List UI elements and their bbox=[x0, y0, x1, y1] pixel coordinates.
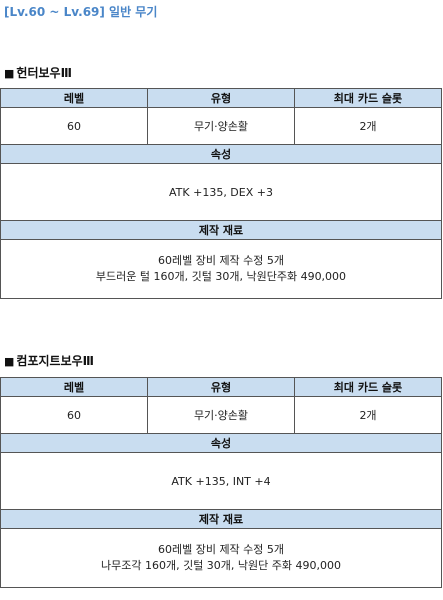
cell-attributes: ATK +135, INT +4 bbox=[0, 452, 442, 510]
table-row: 60 무기·양손활 2개 bbox=[0, 396, 442, 434]
header-level: 레벨 bbox=[0, 377, 148, 397]
cell-attributes: ATK +135, DEX +3 bbox=[0, 163, 442, 221]
item-title-hunter-bow: ■ 헌터보우Ⅲ bbox=[4, 64, 72, 81]
table-header-row: 속성 bbox=[0, 144, 442, 164]
table-row: 60 무기·양손활 2개 bbox=[0, 107, 442, 145]
table-header-row: 레벨 유형 최대 카드 슬롯 bbox=[0, 377, 442, 397]
material-line: 부드러운 털 160개, 깃털 30개, 낙원단주화 490,000 bbox=[95, 270, 347, 283]
header-materials: 제작 재료 bbox=[0, 509, 442, 529]
item-name: 컴포지트보우Ⅲ bbox=[16, 354, 94, 368]
header-slots: 최대 카드 슬롯 bbox=[294, 88, 442, 108]
item-name: 헌터보우Ⅲ bbox=[16, 66, 72, 80]
table-header-row: 제작 재료 bbox=[0, 220, 442, 240]
table-row: 60레벨 장비 제작 수정 5개 나무조각 160개, 깃털 30개, 낙원단 … bbox=[0, 528, 442, 588]
cell-materials: 60레벨 장비 제작 수정 5개 부드러운 털 160개, 깃털 30개, 낙원… bbox=[0, 239, 442, 299]
item-table-composite-bow: 레벨 유형 최대 카드 슬롯 60 무기·양손활 2개 속성 ATK +135,… bbox=[0, 377, 442, 588]
item-title-composite-bow: ■ 컴포지트보우Ⅲ bbox=[4, 352, 94, 369]
cell-level: 60 bbox=[0, 396, 148, 434]
cell-type: 무기·양손활 bbox=[147, 396, 295, 434]
table-header-row: 제작 재료 bbox=[0, 509, 442, 529]
table-row: ATK +135, INT +4 bbox=[0, 452, 442, 510]
table-row: ATK +135, DEX +3 bbox=[0, 163, 442, 221]
header-materials: 제작 재료 bbox=[0, 220, 442, 240]
cell-slots: 2개 bbox=[294, 396, 442, 434]
header-type: 유형 bbox=[147, 377, 295, 397]
table-header-row: 레벨 유형 최대 카드 슬롯 bbox=[0, 88, 442, 108]
cell-materials: 60레벨 장비 제작 수정 5개 나무조각 160개, 깃털 30개, 낙원단 … bbox=[0, 528, 442, 588]
table-header-row: 속성 bbox=[0, 433, 442, 453]
header-attributes: 속성 bbox=[0, 433, 442, 453]
square-bullet-icon: ■ bbox=[4, 67, 15, 80]
material-line: 60레벨 장비 제작 수정 5개 bbox=[157, 254, 285, 267]
header-type: 유형 bbox=[147, 88, 295, 108]
header-slots: 최대 카드 슬롯 bbox=[294, 377, 442, 397]
header-level: 레벨 bbox=[0, 88, 148, 108]
item-table-hunter-bow: 레벨 유형 최대 카드 슬롯 60 무기·양손활 2개 속성 ATK +135,… bbox=[0, 88, 442, 299]
header-attributes: 속성 bbox=[0, 144, 442, 164]
cell-level: 60 bbox=[0, 107, 148, 145]
table-row: 60레벨 장비 제작 수정 5개 부드러운 털 160개, 깃털 30개, 낙원… bbox=[0, 239, 442, 299]
cell-slots: 2개 bbox=[294, 107, 442, 145]
page-title: [Lv.60 ~ Lv.69] 일반 무기 bbox=[4, 5, 158, 19]
material-line: 60레벨 장비 제작 수정 5개 bbox=[157, 543, 285, 556]
square-bullet-icon: ■ bbox=[4, 355, 15, 368]
material-line: 나무조각 160개, 깃털 30개, 낙원단 주화 490,000 bbox=[100, 559, 341, 572]
cell-type: 무기·양손활 bbox=[147, 107, 295, 145]
